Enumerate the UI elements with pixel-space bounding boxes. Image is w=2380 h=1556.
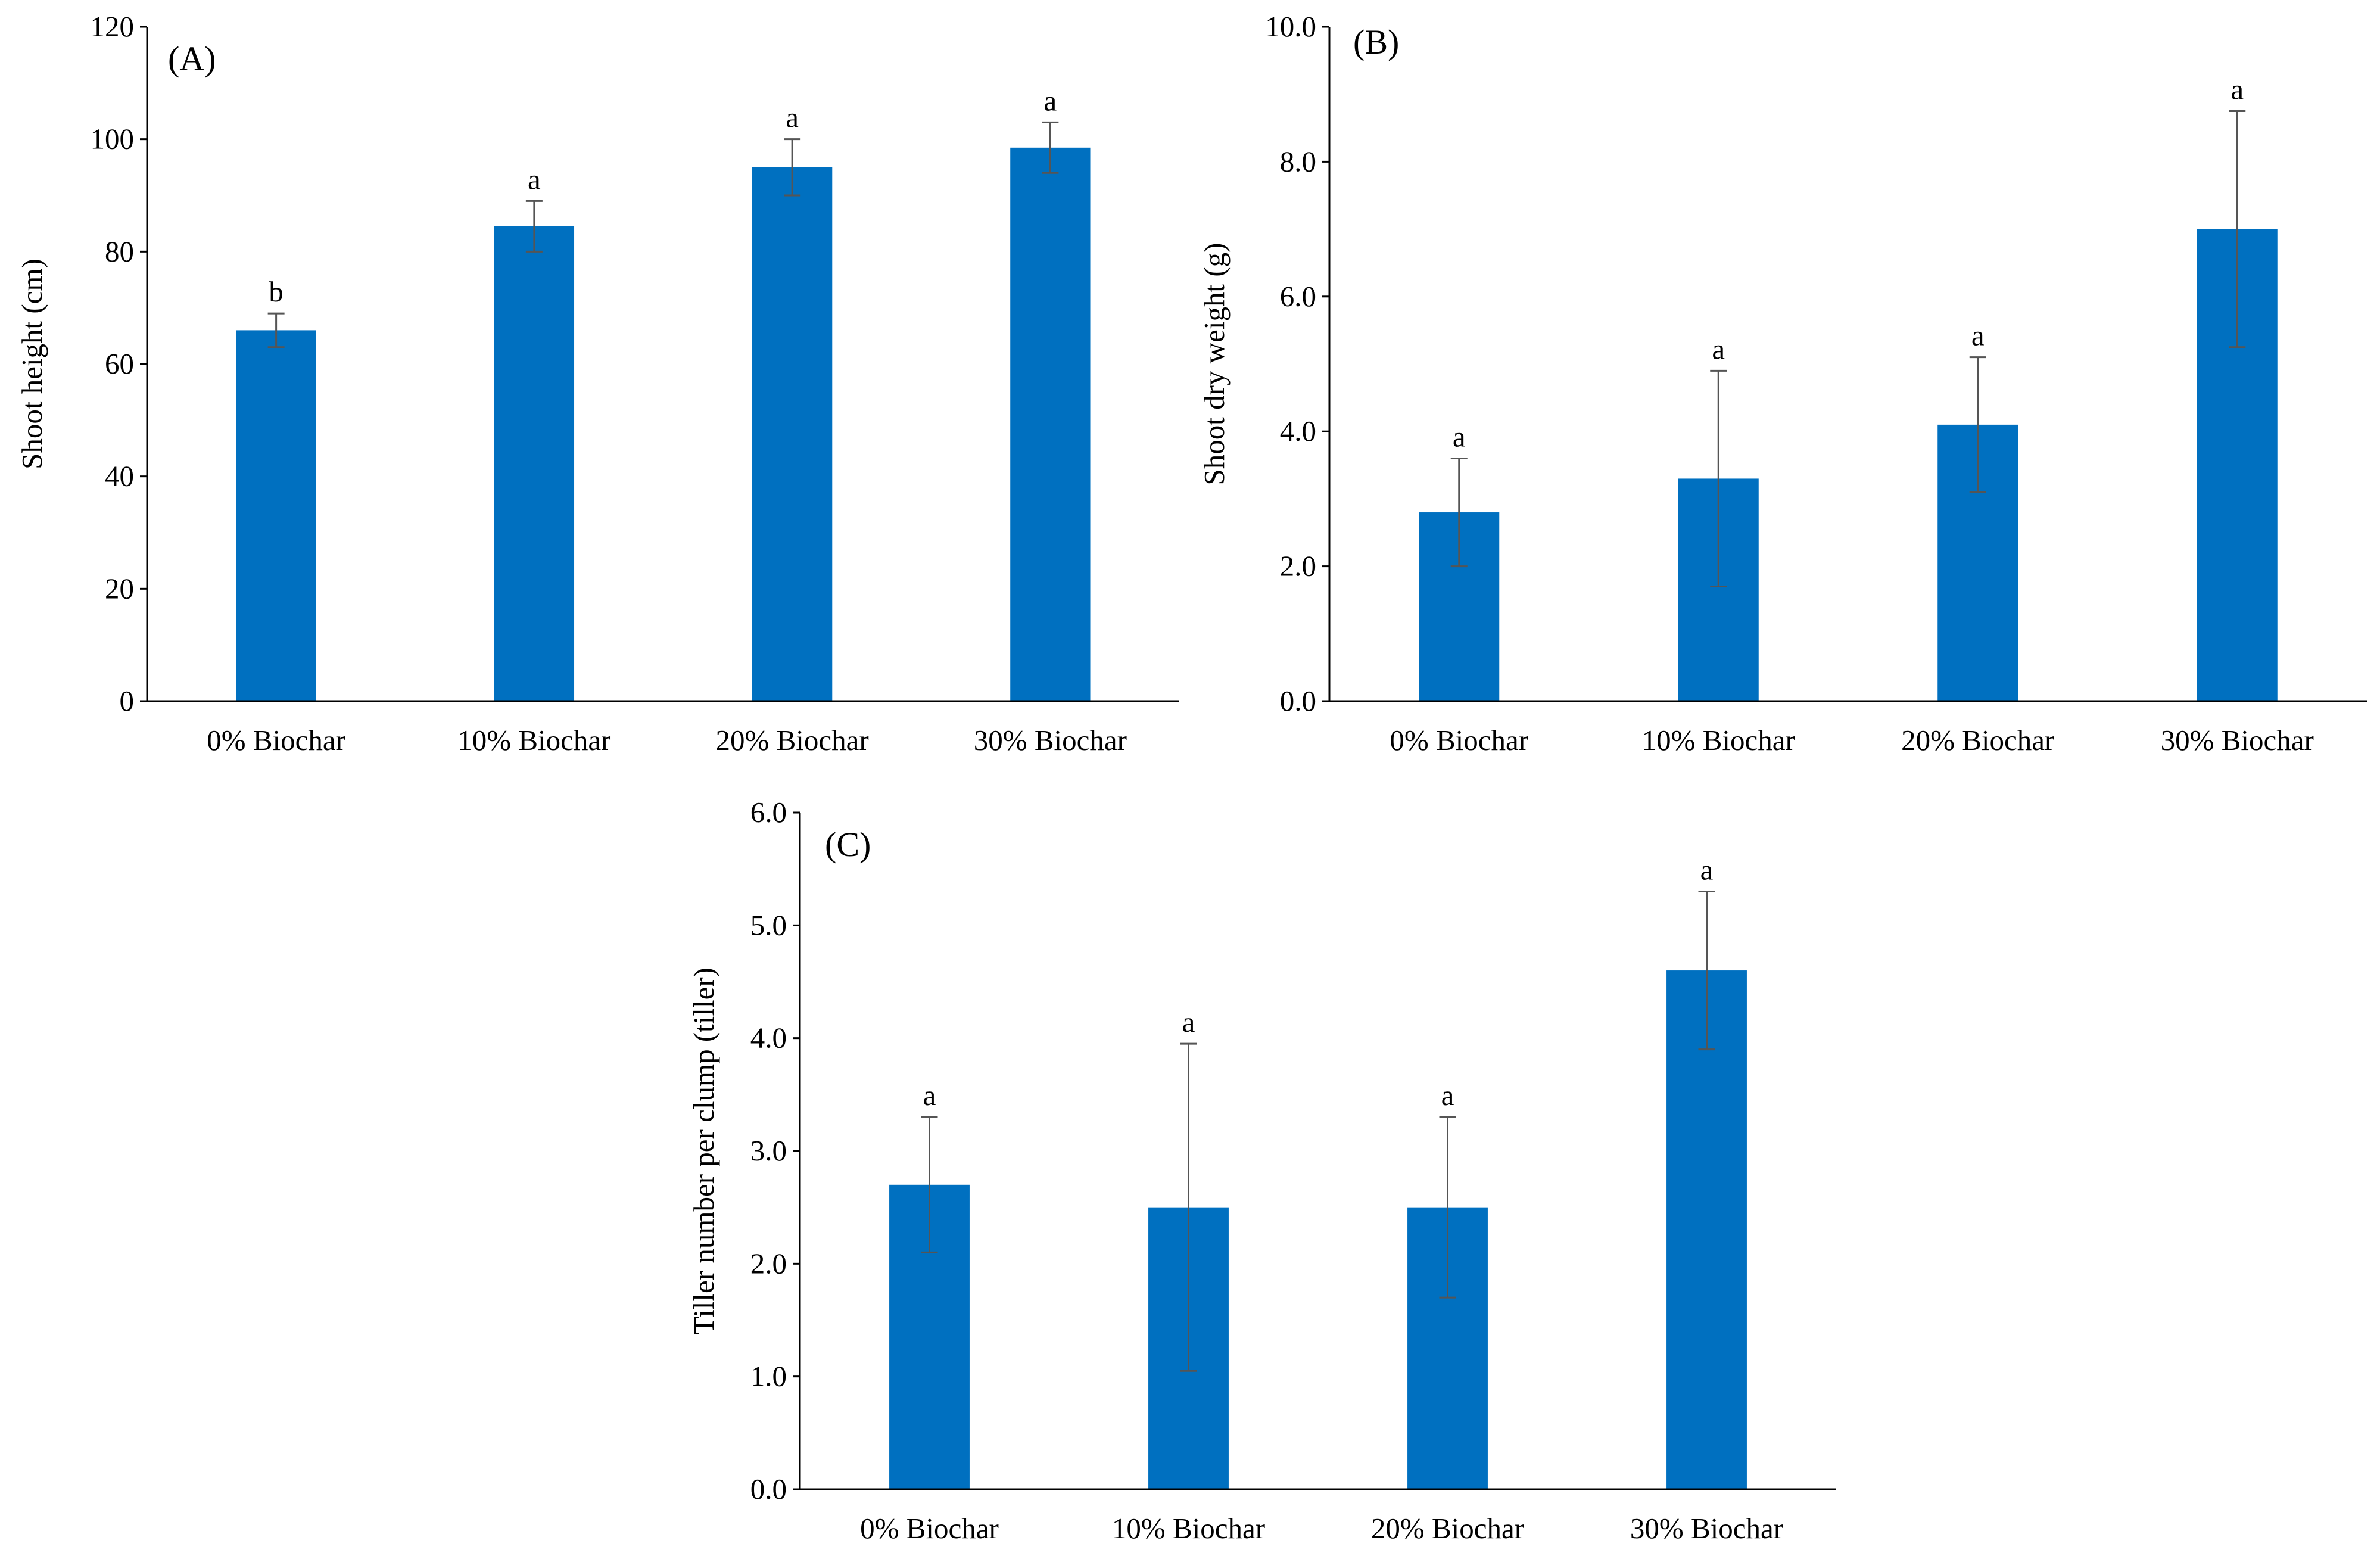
significance-letter: a — [1182, 1006, 1195, 1038]
bar — [494, 226, 575, 702]
bar — [1010, 147, 1091, 702]
significance-letter: a — [1453, 420, 1466, 453]
category-label: 0% Biochar — [860, 1512, 999, 1545]
significance-letter: b — [269, 275, 284, 308]
y-tick-label: 20 — [105, 572, 134, 605]
y-tick-label: 120 — [91, 10, 135, 43]
category-label: 30% Biochar — [2161, 724, 2314, 757]
significance-letter: a — [923, 1079, 936, 1112]
chart-panel-c: 0.0 1.0 2.0 3.0 4.0 5.0 6.0 a 0% Biochar a 10% Bio… — [687, 796, 1836, 1545]
bar — [236, 330, 316, 701]
y-tick-label: 0.0 — [1280, 684, 1316, 717]
significance-letter: a — [2231, 73, 2244, 106]
y-tick-label: 10.0 — [1265, 10, 1316, 43]
y-tick-label: 60 — [105, 347, 134, 380]
y-axis-title: Shoot dry weight (g) — [1198, 243, 1231, 486]
y-tick-label: 4.0 — [1280, 415, 1316, 447]
chart-panel-b: 0.0 2.0 4.0 6.0 8.0 10.0 a 0% Biochar a 10% Bioch… — [1198, 10, 2367, 757]
y-tick-label: 80 — [105, 235, 134, 267]
chart-panel-a: 0 20 40 60 80 100 120 b 0% Biochar a 10% Biochar a 2… — [15, 10, 1179, 757]
y-tick-label: 6.0 — [750, 796, 787, 829]
y-tick-label: 0 — [120, 684, 135, 717]
category-label: 10% Biochar — [1112, 1512, 1265, 1545]
y-tick-label: 2.0 — [1280, 550, 1316, 583]
significance-letter: a — [1971, 319, 1985, 352]
panel-label: (C) — [825, 825, 871, 864]
y-tick-label: 8.0 — [1280, 145, 1316, 178]
y-tick-label: 100 — [91, 123, 135, 155]
bar — [752, 167, 833, 701]
y-tick-label: 40 — [105, 460, 134, 493]
y-tick-label: 5.0 — [750, 908, 787, 941]
category-label: 30% Biochar — [974, 724, 1127, 757]
significance-letter: a — [1441, 1079, 1454, 1112]
y-tick-label: 3.0 — [750, 1134, 787, 1167]
category-label: 20% Biochar — [1371, 1512, 1524, 1545]
category-label: 30% Biochar — [1630, 1512, 1783, 1545]
significance-letter: a — [1700, 854, 1714, 886]
y-tick-label: 0.0 — [750, 1473, 787, 1505]
category-label: 0% Biochar — [207, 724, 345, 757]
y-tick-label: 2.0 — [750, 1247, 787, 1280]
panel-label: (B) — [1353, 23, 1399, 61]
significance-letter: a — [1044, 84, 1057, 117]
category-label: 10% Biochar — [457, 724, 610, 757]
y-tick-label: 4.0 — [750, 1022, 787, 1054]
significance-letter: a — [786, 101, 799, 134]
significance-letter: a — [528, 163, 541, 195]
category-label: 10% Biochar — [1642, 724, 1795, 757]
y-axis-title: Tiller number per clump (tiller) — [687, 967, 720, 1334]
category-label: 20% Biochar — [716, 724, 869, 757]
significance-letter: a — [1712, 332, 1725, 365]
category-label: 20% Biochar — [1901, 724, 2054, 757]
y-tick-label: 6.0 — [1280, 280, 1316, 313]
y-axis-title: Shoot height (cm) — [15, 259, 48, 469]
panel-label: (A) — [168, 39, 216, 78]
category-label: 0% Biochar — [1390, 724, 1528, 757]
y-tick-label: 1.0 — [750, 1360, 787, 1393]
bar — [1666, 970, 1747, 1489]
